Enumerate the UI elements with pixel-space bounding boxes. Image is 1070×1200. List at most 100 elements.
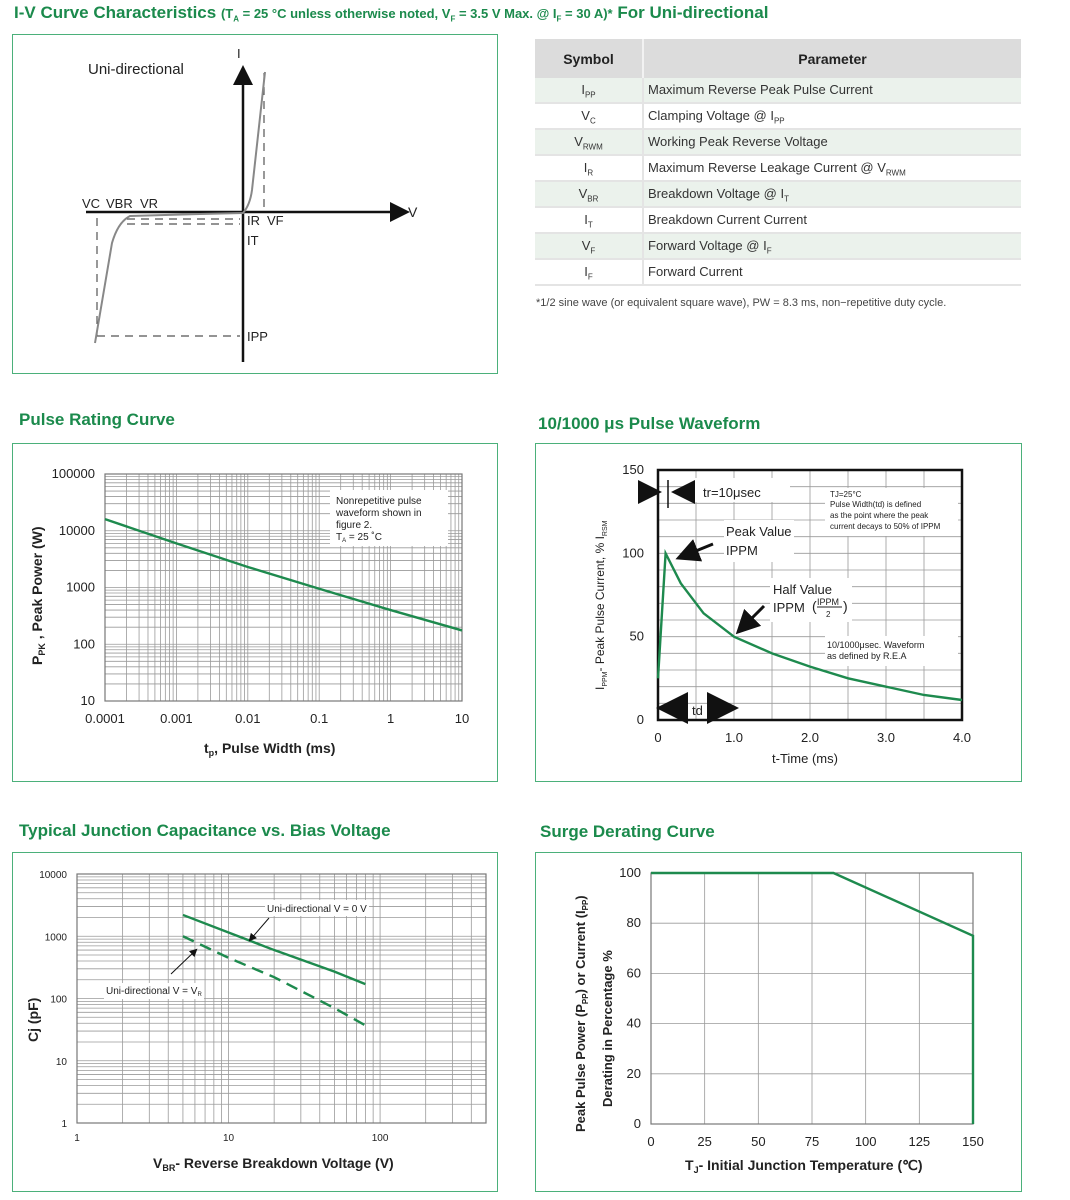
y-tick-label: 40 bbox=[627, 1016, 641, 1031]
x-tick-label: 1.0 bbox=[725, 730, 743, 745]
x-tick-label: 0 bbox=[654, 730, 661, 745]
svg-text:IPPM: IPPM bbox=[817, 597, 839, 607]
peak-arrow bbox=[675, 539, 714, 562]
x-tick-label: 125 bbox=[908, 1134, 930, 1149]
svg-text:Pulse Width(td) is defined: Pulse Width(td) is defined bbox=[830, 500, 921, 509]
y-tick-label: 100 bbox=[622, 545, 644, 560]
cap-series-1 bbox=[182, 935, 366, 1027]
iv-label-v: V bbox=[408, 204, 418, 220]
x-tick-label: 10 bbox=[223, 1133, 235, 1144]
x-tick-label: 0.001 bbox=[160, 711, 193, 726]
y-tick-label: 1 bbox=[61, 1119, 67, 1130]
pulse-rating-box bbox=[12, 443, 498, 782]
parameter-cell: Breakdown Voltage @ IT bbox=[643, 181, 1021, 208]
axis-titles: tp, Pulse Width (ms) PPK , Peak Power (W… bbox=[25, 520, 923, 1175]
y-tick-label: 20 bbox=[627, 1066, 641, 1081]
svg-text:TA = 25 ˚C: TA = 25 ˚C bbox=[336, 531, 382, 544]
cap-plot-frame bbox=[76, 873, 487, 1124]
svg-text:Uni-directional V = 0 V: Uni-directional V = 0 V bbox=[267, 904, 367, 915]
header-symbol: Symbol bbox=[535, 39, 644, 78]
surge-ylabel-1: Peak Pulse Power (PPP) or Current (IPP) bbox=[573, 895, 590, 1132]
pulse-xlabel: tp, Pulse Width (ms) bbox=[204, 740, 335, 758]
iv-label-it: IT bbox=[247, 233, 259, 248]
svg-text:td: td bbox=[692, 703, 703, 718]
svg-text:10/1000μsec. Waveform: 10/1000μsec. Waveform bbox=[827, 640, 924, 650]
svg-text:waveform shown in: waveform shown in bbox=[335, 508, 422, 519]
x-tick-label: 10 bbox=[455, 711, 469, 726]
symbol-cell: VF bbox=[535, 233, 644, 260]
surge-series-0 bbox=[651, 871, 975, 1124]
x-tick-label: 100 bbox=[855, 1134, 877, 1149]
y-tick-label: 100 bbox=[619, 865, 641, 880]
table-row: VRWM Working Peak Reverse Voltage bbox=[535, 129, 1021, 156]
y-tick-label: 0 bbox=[637, 712, 644, 727]
surge-xlabel: TJ- Initial Junction Temperature (℃) bbox=[685, 1157, 923, 1175]
x-tick-label: 100 bbox=[372, 1133, 389, 1144]
table-row: VC Clamping Voltage @ IPP bbox=[535, 103, 1021, 130]
wave-chart: 0 1.0 2.0 3.0 4.0 0 50 100 150 bbox=[622, 462, 971, 745]
iv-label-ir: IR bbox=[247, 213, 260, 228]
y-tick-label: 100 bbox=[73, 636, 95, 651]
pulse-rating-title: Pulse Rating Curve bbox=[19, 410, 175, 429]
parameter-cell: Maximum Reverse Leakage Current @ VRWM bbox=[643, 155, 1021, 182]
table-row: IR Maximum Reverse Leakage Current @ VRWM bbox=[535, 155, 1021, 182]
symbol-cell: IR bbox=[535, 155, 644, 182]
wave-plot-frame bbox=[656, 468, 964, 722]
svg-text:current decays to 50% of IPPM: current decays to 50% of IPPM bbox=[830, 522, 941, 531]
iv-dashed-guides bbox=[96, 73, 265, 337]
parameter-cell: Maximum Reverse Peak Pulse Current bbox=[643, 78, 1021, 104]
cap-series-0 bbox=[182, 913, 366, 986]
pulse-note-bg bbox=[330, 490, 448, 546]
svg-text:IPPM: IPPM bbox=[726, 543, 758, 558]
y-tick-label: 50 bbox=[630, 629, 644, 644]
iv-label-vc: VC bbox=[82, 196, 100, 211]
capacitance-box bbox=[12, 852, 498, 1192]
iv-section-title: I-V Curve Characteristics (TA = 25 °C un… bbox=[14, 3, 768, 23]
table-row: IPP Maximum Reverse Peak Pulse Current bbox=[535, 78, 1021, 104]
y-tick-label: 10000 bbox=[39, 870, 67, 881]
surge-chart: 0 25 50 75 100 125 150 0 20 40 60 80 100 bbox=[619, 865, 984, 1149]
waveform-title: 10/1000 μs Pulse Waveform bbox=[538, 414, 761, 433]
svg-text:2: 2 bbox=[826, 610, 831, 619]
x-tick-label: 3.0 bbox=[877, 730, 895, 745]
x-tick-label: 75 bbox=[805, 1134, 819, 1149]
wave-series-0 bbox=[656, 548, 963, 702]
waveform-box bbox=[535, 443, 1022, 782]
svg-text:Half Value: Half Value bbox=[773, 582, 832, 597]
x-tick-label: 2.0 bbox=[801, 730, 819, 745]
x-tick-label: 0.01 bbox=[235, 711, 260, 726]
table-row: IT Breakdown Current Current bbox=[535, 207, 1021, 234]
x-tick-label: 1 bbox=[387, 711, 394, 726]
title-conditions: (TA = 25 °C unless otherwise noted, VF =… bbox=[220, 6, 613, 24]
iv-curve bbox=[94, 71, 266, 344]
parameter-cell: Breakdown Current Current bbox=[643, 207, 1021, 234]
pulse-plot-frame bbox=[104, 473, 463, 702]
iv-diagram-box bbox=[12, 34, 498, 374]
y-tick-label: 100 bbox=[50, 995, 67, 1006]
y-tick-label: 10 bbox=[81, 693, 95, 708]
parameter-cell: Forward Voltage @ IF bbox=[643, 233, 1021, 260]
y-tick-label: 60 bbox=[627, 965, 641, 980]
iv-label-vf: VF bbox=[267, 213, 284, 228]
symbol-cell: IPP bbox=[535, 78, 644, 104]
y-tick-label: 0 bbox=[634, 1116, 641, 1131]
pulse-series-0 bbox=[104, 518, 463, 632]
svg-text:as the point where the peak: as the point where the peak bbox=[830, 511, 929, 520]
x-tick-label: 50 bbox=[751, 1134, 765, 1149]
wave-xlabel: t-Time (ms) bbox=[772, 751, 838, 766]
y-tick-label: 1000 bbox=[45, 932, 68, 943]
symbol-cell: VBR bbox=[535, 181, 644, 208]
parameter-cell: Working Peak Reverse Voltage bbox=[643, 129, 1021, 156]
title-main: I-V Curve Characteristics bbox=[14, 3, 217, 22]
symbol-table: Symbol Parameter IPP Maximum Reverse Peak… bbox=[535, 39, 1021, 286]
x-tick-label: 150 bbox=[962, 1134, 984, 1149]
svg-text:(: ( bbox=[812, 598, 817, 614]
y-tick-label: 100000 bbox=[52, 466, 95, 481]
x-tick-label: 0.0001 bbox=[85, 711, 125, 726]
cap-annotations: Uni-directional V = 0 V Uni-directional … bbox=[104, 900, 369, 999]
half-arrow bbox=[735, 604, 766, 635]
iv-labels: Uni-directional I V VC VBR VR IR VF IT I… bbox=[82, 46, 418, 344]
